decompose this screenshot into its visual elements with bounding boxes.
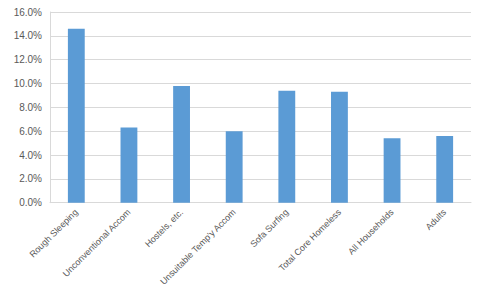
svg-text:Sofa Surfing: Sofa Surfing [248,207,290,249]
svg-text:Total Core Homeless: Total Core Homeless [277,207,343,273]
svg-text:Rough Sleeping: Rough Sleeping [28,207,80,259]
svg-text:2.0%: 2.0% [19,173,42,184]
svg-text:10.0%: 10.0% [14,78,42,89]
svg-text:0.0%: 0.0% [19,197,42,208]
svg-text:Unsuitable Temp'y Accom: Unsuitable Temp'y Accom [158,207,237,286]
svg-text:6.0%: 6.0% [19,126,42,137]
svg-text:12.0%: 12.0% [14,54,42,65]
svg-text:14.0%: 14.0% [14,30,42,41]
svg-text:All Households: All Households [346,207,396,257]
svg-text:8.0%: 8.0% [19,102,42,113]
svg-text:16.0%: 16.0% [14,7,42,18]
svg-text:Unconventional Accom: Unconventional Accom [61,207,133,279]
svg-text:Hostels, etc.: Hostels, etc. [143,207,185,249]
svg-text:4.0%: 4.0% [19,150,42,161]
svg-text:Adults: Adults [423,207,448,232]
